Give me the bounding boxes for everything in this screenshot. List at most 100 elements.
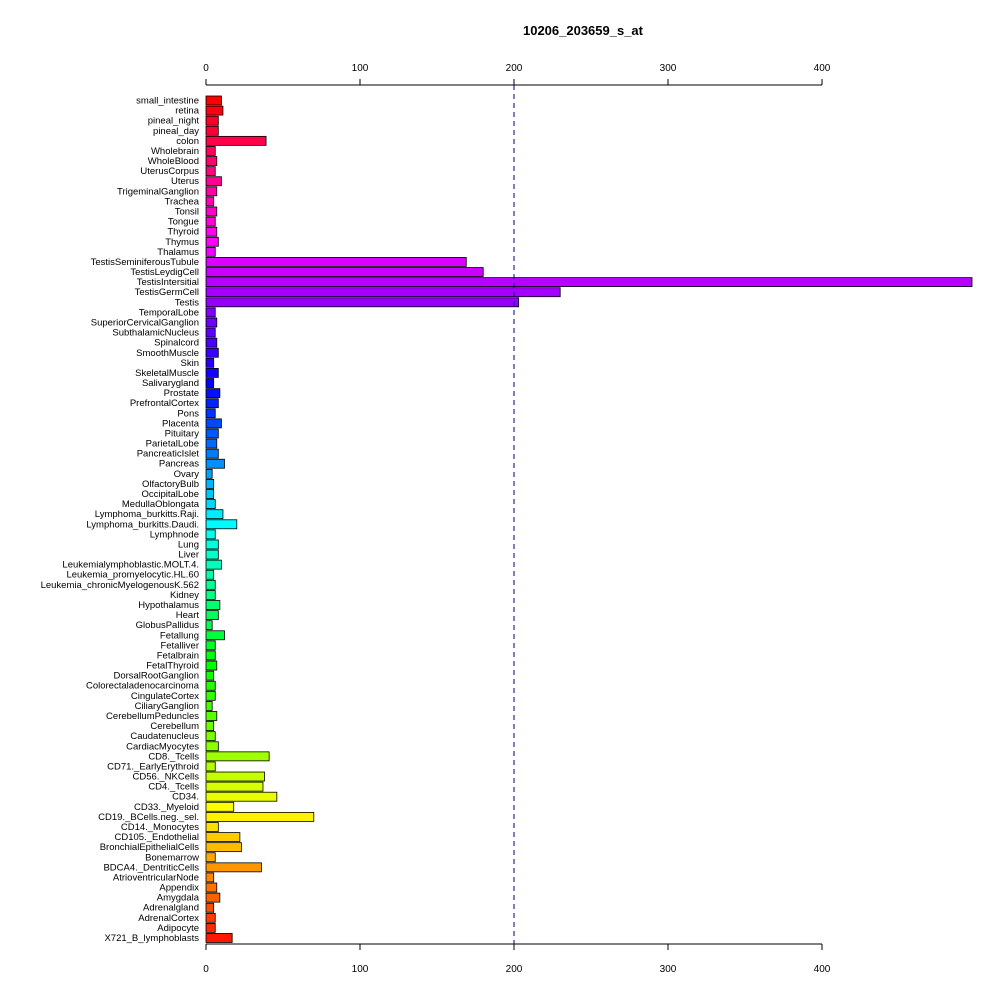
category-label: CiliaryGanglion [135,701,199,712]
category-label: Thalamus [157,247,199,258]
category-label: Leukemia_promyelocytic.HL.60 [66,570,199,581]
bar [205,246,216,257]
bar [205,761,216,772]
category-label: Heart [176,610,200,621]
bar [205,670,215,681]
bar [205,610,219,620]
bar [205,882,218,893]
bar [205,922,216,933]
bar [205,811,315,822]
bar [205,569,215,580]
bar [205,125,219,136]
bar [205,590,216,600]
category-label: Skin [181,358,199,369]
category-label: OlfactoryBulb [142,479,199,490]
category-label: TestisIntersitial [137,277,199,288]
category-label: Tonsil [175,206,199,217]
category-label: Thyroid [167,227,199,238]
category-label: Uterus [171,176,199,187]
category-label: PancreaticIslet [137,449,200,460]
category-label: UterusCorpus [140,166,199,177]
bar [205,236,219,247]
category-label: Placenta [162,418,200,429]
bar [205,539,219,550]
bar [205,529,216,540]
category-label: CD71._EarlyErythroid [107,761,199,772]
top-tick-label: 200 [506,63,523,74]
category-label: MedullaOblongata [122,499,200,510]
category-label: TemporalLobe [139,307,199,318]
category-label: CerebellumPeduncles [106,711,199,722]
bar [205,721,215,731]
bar [205,287,561,298]
bar [205,418,222,429]
bar [205,186,218,197]
category-label: Liver [178,550,199,561]
category-label: CD34. [172,792,199,803]
category-label: SuperiorCervicalGanglion [91,317,199,328]
bar [205,650,216,661]
bar [205,771,265,782]
category-label: OccipitalLobe [141,489,199,500]
bar [205,832,241,842]
top-tick-label: 100 [352,63,369,74]
bottom-tick-label: 300 [660,964,677,975]
bar [205,741,219,752]
bar [205,600,221,610]
bar [205,711,218,721]
bar [205,327,216,338]
category-label: SkeletalMuscle [135,368,199,379]
bar [205,115,219,126]
bar [205,801,235,812]
bar [205,307,216,318]
category-label: Salivarygland [142,378,199,389]
category-label: Cerebellum [150,721,199,732]
category-label: Lung [178,539,199,550]
category-label: Lymphnode [150,529,199,540]
bar [205,933,233,943]
category-label: Trachea [165,196,200,207]
category-label: Leukemia_chronicMyelogenousK.562 [41,580,199,591]
category-label: Fetallung [160,630,199,641]
bar [205,791,278,802]
bar [205,701,213,711]
bar [205,206,218,217]
bar [205,408,216,419]
category-label: CD33._Myeloid [134,802,199,813]
category-label: BDCA4._DentriticCells [103,862,199,873]
bar [205,620,213,631]
bar [205,862,262,873]
bar [205,852,216,863]
bar [205,297,520,308]
category-label: Thymus [165,237,199,248]
category-label: Prostate [164,388,199,399]
category-label: CingulateCortex [131,691,199,702]
category-label: TrigeminalGanglion [117,186,199,197]
bar [205,731,216,742]
bar [205,378,215,388]
bar [205,680,216,691]
category-label: CD4._Tcells [148,782,199,793]
category-label: Fetalbrain [157,650,199,661]
category-label: X721_B_lymphoblasts [104,933,199,944]
category-label: Appendix [159,883,199,894]
category-label: AtrioventricularNode [113,872,199,883]
bar [205,196,215,207]
top-tick-label: 0 [203,63,209,74]
category-label: colon [176,136,199,147]
bar [205,357,215,368]
bar [205,438,218,449]
category-label: GlobusPallidus [136,620,200,631]
bar [205,489,215,499]
category-label: WholeBlood [148,156,199,167]
category-label: AdrenalCortex [138,913,199,924]
category-label: TestisGermCell [135,287,199,298]
category-label: Colorectaladenocarcinoma [86,681,200,692]
bar [205,388,221,399]
category-label: Wholebrain [151,146,199,157]
bar [205,630,225,641]
category-label: Bonemarrow [145,852,199,863]
category-label: CD105._Endothelial [114,832,199,843]
top-tick-label: 300 [660,63,677,74]
category-label: Pituitary [165,428,200,439]
